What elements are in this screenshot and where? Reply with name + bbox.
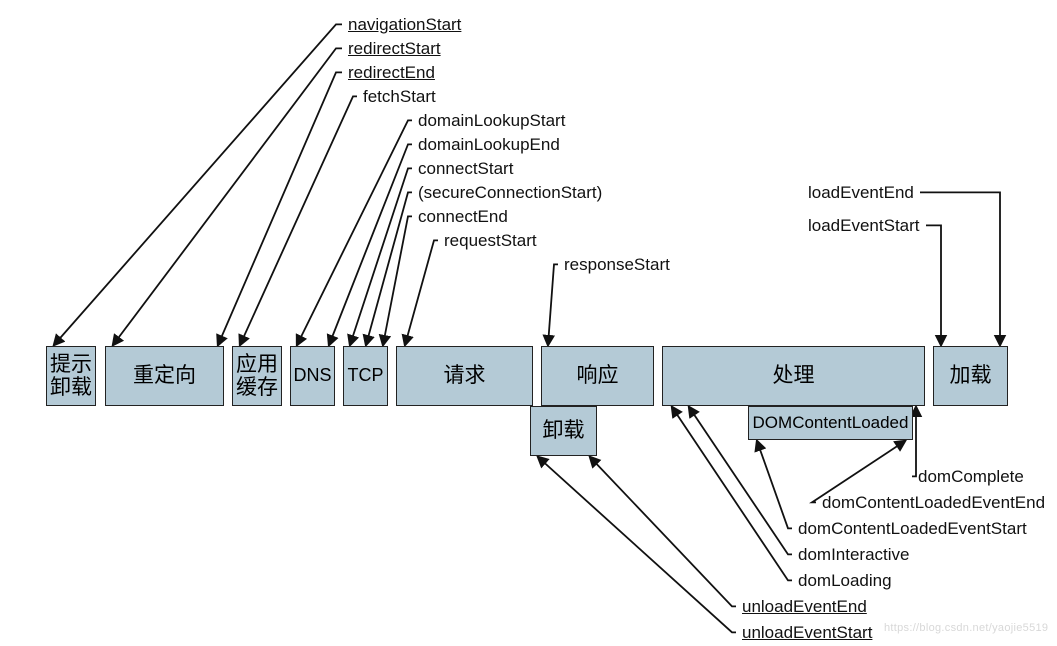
event-domInteractive: domInteractive xyxy=(798,545,910,565)
phase-request: 请求 xyxy=(396,346,533,406)
phase-tcp: TCP xyxy=(343,346,388,406)
event-redirectStart: redirectStart xyxy=(348,39,441,59)
phase-prompt-unload: 提示 卸载 xyxy=(46,346,96,406)
event-unloadEventEnd: unloadEventEnd xyxy=(742,597,867,617)
phase-unload-box: 卸载 xyxy=(530,406,597,456)
event-connectEnd: connectEnd xyxy=(418,207,508,227)
phase-redirect: 重定向 xyxy=(105,346,224,406)
phase-processing: 处理 xyxy=(662,346,925,406)
phase-onload: 加载 xyxy=(933,346,1008,406)
event-redirectEnd: redirectEnd xyxy=(348,63,435,83)
event-domContentLoadedEventEnd: domContentLoadedEventEnd xyxy=(822,493,1045,513)
event-secureConnectionStart: (secureConnectionStart) xyxy=(418,183,602,203)
event-connectStart: connectStart xyxy=(418,159,513,179)
phase-dns: DNS xyxy=(290,346,335,406)
phase-response: 响应 xyxy=(541,346,654,406)
event-domComplete: domComplete xyxy=(918,467,1024,487)
watermark: https://blog.csdn.net/yaojie5519 xyxy=(884,622,1048,634)
event-responseStart: responseStart xyxy=(564,255,670,275)
event-domLoading: domLoading xyxy=(798,571,892,591)
phase-dcl-box: DOMContentLoaded xyxy=(748,406,913,440)
event-requestStart: requestStart xyxy=(444,231,537,251)
event-domainLookupEnd: domainLookupEnd xyxy=(418,135,560,155)
event-loadEventEnd: loadEventEnd xyxy=(808,183,914,203)
event-domainLookupStart: domainLookupStart xyxy=(418,111,565,131)
phase-app-cache: 应用 缓存 xyxy=(232,346,282,406)
event-domContentLoadedEventStart: domContentLoadedEventStart xyxy=(798,519,1027,539)
event-unloadEventStart: unloadEventStart xyxy=(742,623,872,643)
event-loadEventStart: loadEventStart xyxy=(808,216,920,236)
event-navigationStart: navigationStart xyxy=(348,15,461,35)
event-fetchStart: fetchStart xyxy=(363,87,436,107)
